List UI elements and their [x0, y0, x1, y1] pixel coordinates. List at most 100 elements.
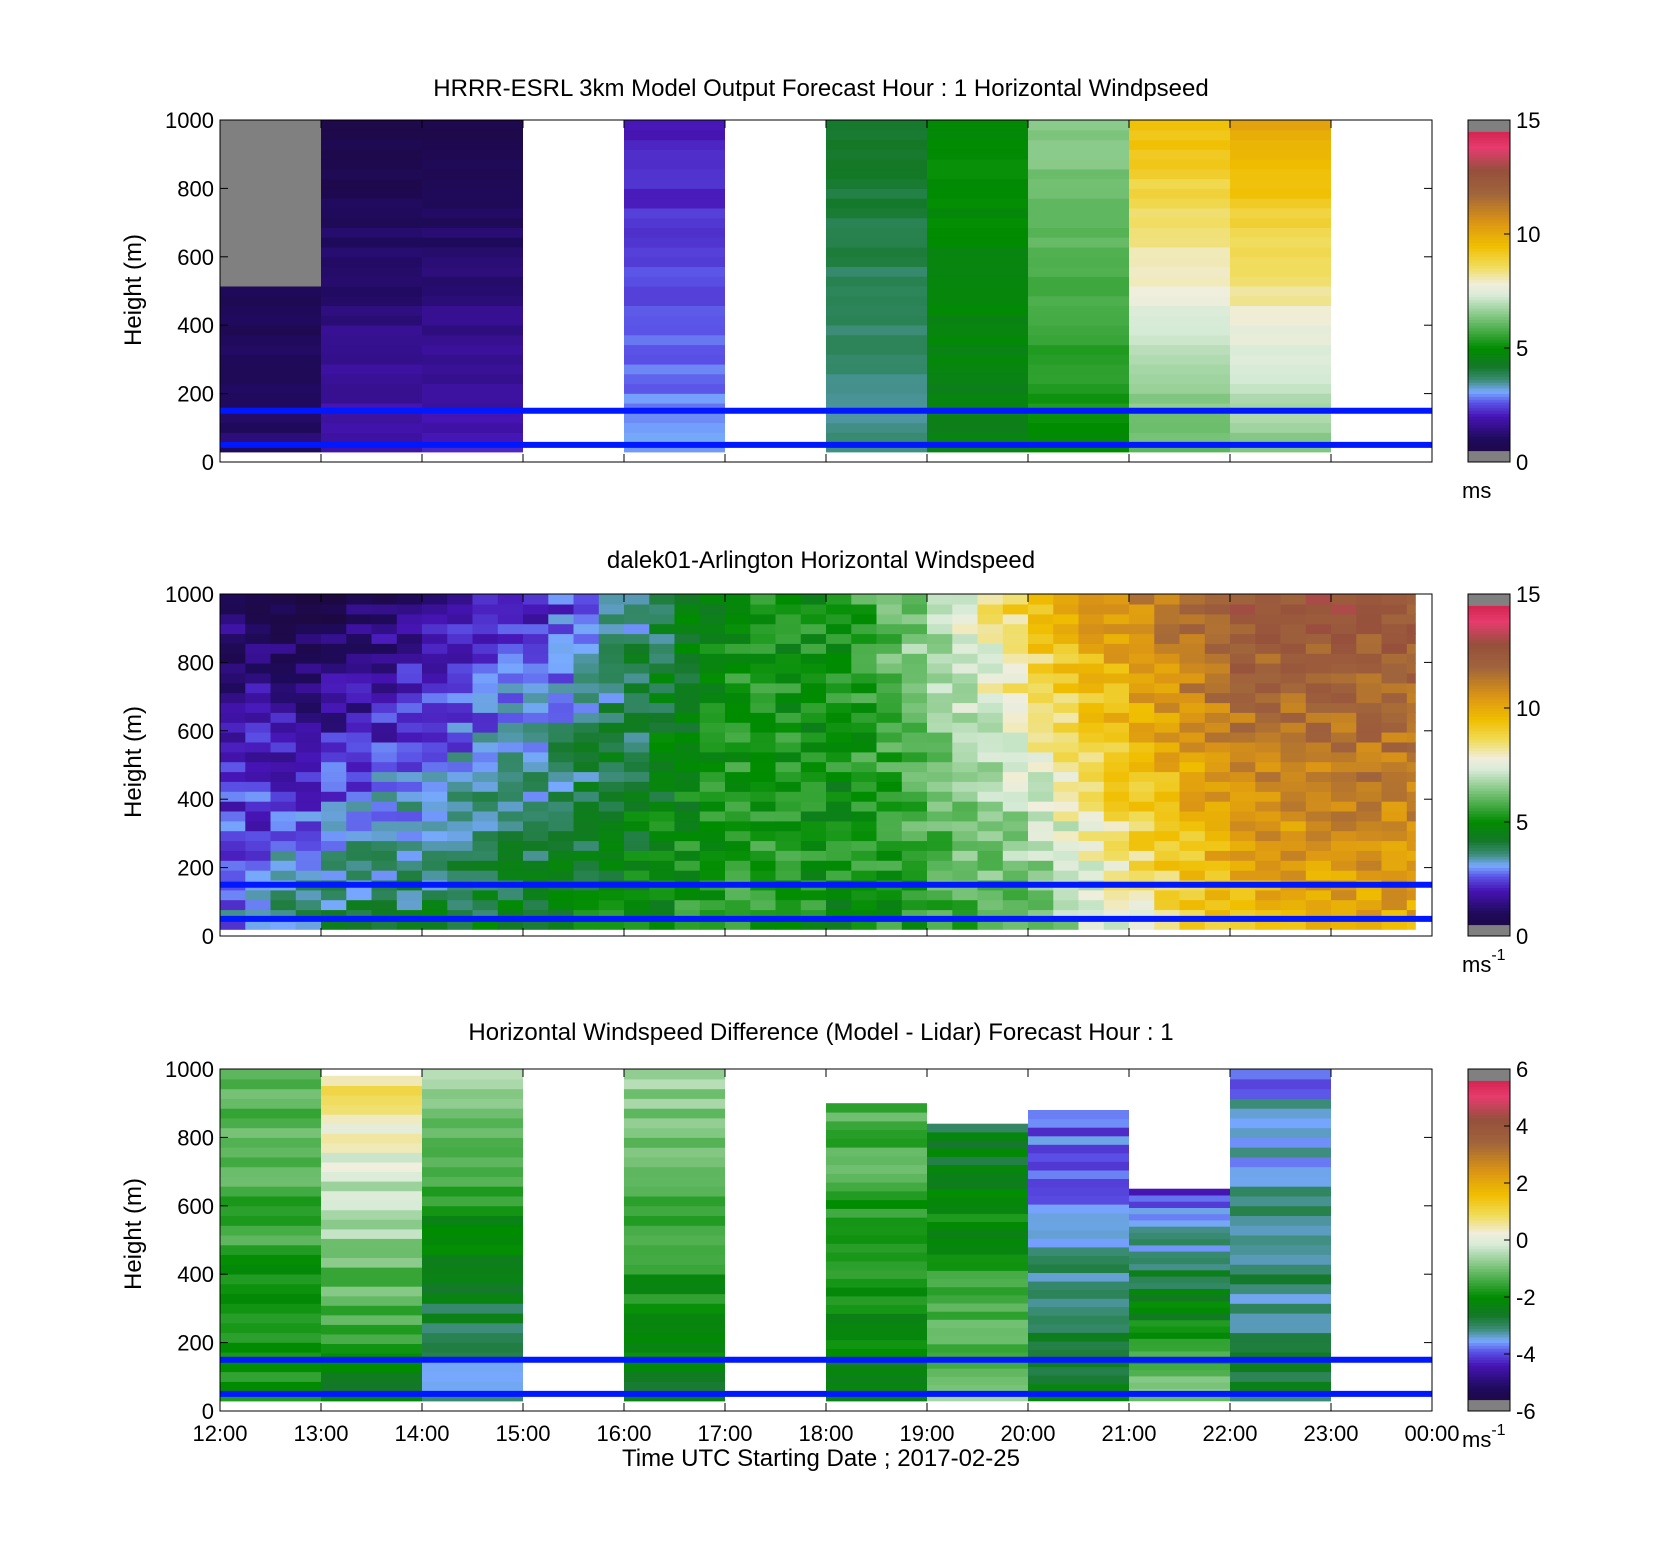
heatmap-cell [523, 870, 549, 881]
heatmap-cell [422, 1205, 523, 1216]
colorbar-segment [1468, 750, 1510, 755]
colorbar-segment [1468, 619, 1510, 623]
heatmap-cell [497, 791, 524, 802]
colorbar-segment [1468, 122, 1510, 127]
heatmap-cell [346, 771, 373, 782]
heatmap-cell [346, 751, 373, 763]
heatmap-cell [699, 682, 726, 694]
heatmap-cell [1406, 692, 1416, 704]
heatmap-cell [371, 771, 398, 782]
heatmap-cell [1331, 682, 1357, 694]
heatmap-cell [1129, 1219, 1230, 1227]
heatmap-cell [699, 909, 726, 920]
heatmap-cell [371, 850, 398, 861]
heatmap-cell [649, 870, 676, 881]
heatmap-cell [649, 741, 676, 753]
heatmap-cell [649, 771, 676, 782]
heatmap-cell [800, 830, 827, 842]
heatmap-cell [447, 653, 474, 664]
heatmap-cell [952, 712, 979, 723]
colorbar-segment [1468, 1183, 1510, 1187]
colorbar-segment [1468, 1322, 1510, 1326]
heatmap-cell [649, 899, 676, 911]
heatmap-cell [826, 198, 927, 209]
heatmap-cell [321, 1276, 422, 1287]
colorbar-segment [1468, 159, 1510, 164]
heatmap-cell [422, 217, 523, 228]
heatmap-cell [422, 820, 448, 832]
heatmap-cell [447, 712, 474, 723]
heatmap-cell [624, 1176, 725, 1187]
heatmap-cell [396, 761, 423, 773]
heatmap-cell [1129, 1244, 1230, 1252]
heatmap-cell [851, 781, 878, 792]
heatmap-cell [371, 810, 398, 822]
colorbar-segment [1468, 739, 1510, 743]
heatmap-cell [422, 1273, 523, 1285]
heatmap-cell [927, 741, 953, 753]
heatmap-cell [826, 1295, 927, 1306]
heatmap-cell [1204, 722, 1231, 733]
heatmap-cell [927, 246, 1028, 258]
heatmap-cell [220, 672, 246, 684]
heatmap-cell [1280, 623, 1307, 635]
colorbar-segment [1468, 804, 1510, 809]
heatmap-cell [624, 1342, 725, 1353]
heatmap-cell [699, 613, 726, 625]
heatmap-cell [422, 672, 448, 684]
heatmap-cell [1230, 120, 1331, 131]
heatmap-cell [220, 603, 246, 615]
colorbar-segment [1468, 884, 1510, 889]
heatmap-cell [1204, 820, 1231, 832]
heatmap-cell [220, 227, 321, 238]
heatmap-cell [927, 1254, 1028, 1263]
heatmap-cell [346, 899, 373, 911]
heatmap-cell [523, 712, 549, 723]
colorbar-segment [1468, 1319, 1510, 1324]
heatmap-cell [346, 840, 373, 851]
colorbar-segment [1468, 1254, 1510, 1258]
colorbar-segment [1468, 1197, 1510, 1201]
heatmap-cell [750, 850, 777, 861]
y-tick-label: 200 [177, 382, 214, 407]
heatmap-cell [977, 663, 1004, 674]
heatmap-cell [952, 761, 979, 773]
heatmap-cell [826, 1173, 927, 1183]
heatmap-cell [624, 1205, 725, 1216]
heatmap-cell [1230, 1322, 1331, 1334]
heatmap-cell [1230, 129, 1331, 141]
colorbar-segment [1468, 128, 1510, 132]
heatmap-cell [1129, 1301, 1230, 1308]
heatmap-cell [321, 256, 422, 267]
heatmap-cell [346, 702, 373, 713]
heatmap-cell [1230, 820, 1256, 832]
heatmap-cell [952, 830, 979, 842]
heatmap-cell [927, 363, 1028, 375]
heatmap-cell [1028, 741, 1054, 753]
colorbar-segment [1468, 134, 1510, 138]
heatmap-cell [295, 643, 322, 654]
heatmap-cell [321, 1324, 422, 1335]
heatmap-cell [1230, 412, 1331, 424]
heatmap-cell [826, 237, 927, 248]
heatmap-cell [371, 702, 398, 713]
heatmap-cell [674, 820, 701, 832]
heatmap-cell [220, 643, 246, 654]
heatmap-cell [598, 860, 625, 871]
colorbar-segment [1468, 918, 1510, 923]
heatmap-cell [1154, 712, 1181, 723]
heatmap-cell [927, 315, 1028, 326]
colorbar-segment [1468, 137, 1510, 141]
colorbar-segment [1468, 450, 1510, 454]
panel-title: dalek01-Arlington Horizontal Windspeed [607, 547, 1035, 574]
heatmap-cell [497, 722, 524, 733]
heatmap-cell [725, 919, 751, 930]
heatmap-cell [977, 672, 1004, 684]
heatmap-cell [321, 1161, 422, 1172]
heatmap-cell [1331, 702, 1357, 713]
heatmap-cell [270, 810, 297, 822]
colorbar-segment [1468, 1299, 1510, 1304]
heatmap-cell [1028, 139, 1129, 150]
colorbar-tick-label: -4 [1516, 1342, 1536, 1367]
